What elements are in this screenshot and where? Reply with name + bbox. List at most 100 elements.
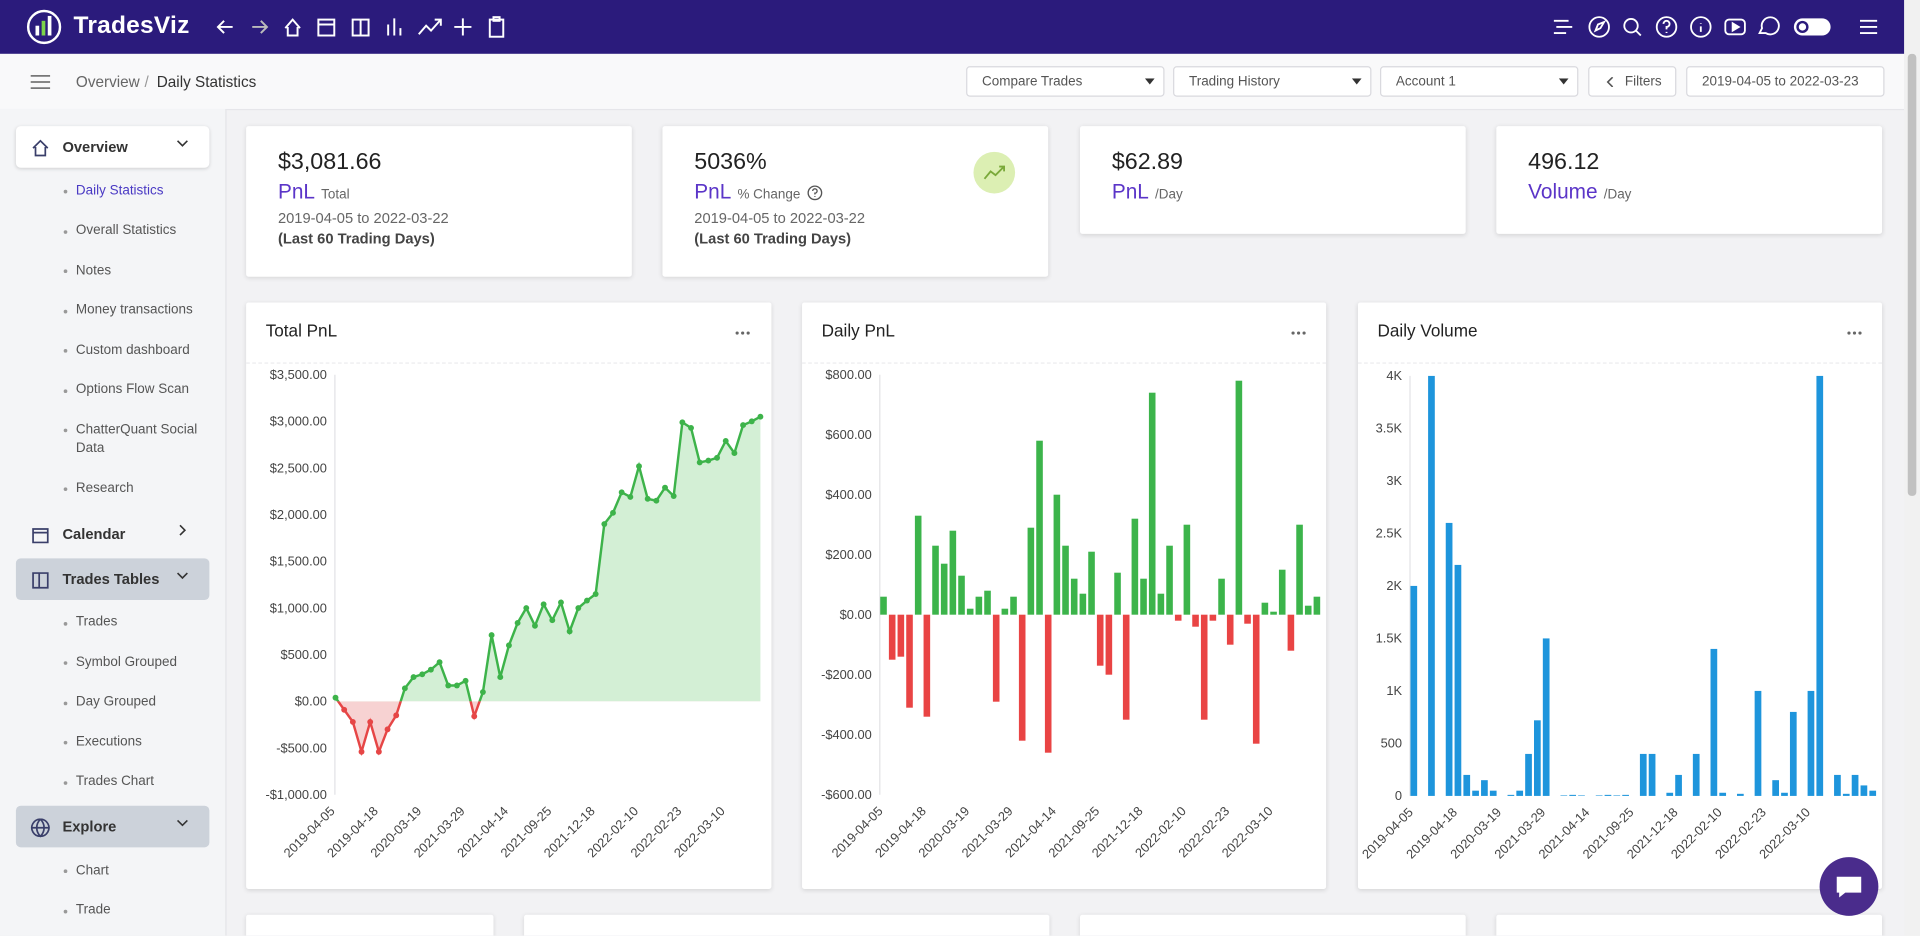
stat-label-row: PnL Total [278, 178, 600, 207]
chevron [176, 140, 188, 147]
menu-dot[interactable] [1852, 331, 1857, 335]
menu-toggle[interactable] [30, 75, 51, 90]
bar [1578, 795, 1585, 796]
bar [1648, 753, 1656, 796]
point [618, 489, 625, 496]
caret [1351, 78, 1362, 85]
bar [1218, 578, 1225, 615]
sidebar-item[interactable]: Custom dashboard [0, 331, 198, 371]
tool-icons[interactable] [1549, 0, 1886, 54]
menu-dot[interactable] [735, 331, 739, 335]
bar [1525, 753, 1532, 796]
sidebar-section[interactable]: Explore [15, 805, 210, 848]
bar [1244, 614, 1251, 624]
menu-dot[interactable] [746, 331, 750, 335]
bar [906, 614, 913, 708]
bar [1604, 794, 1612, 796]
scroll-thumb[interactable] [1907, 53, 1917, 496]
menu-dot[interactable] [1847, 331, 1851, 335]
bar [888, 614, 896, 660]
bar [1304, 605, 1312, 615]
point [679, 419, 686, 426]
menu-dot[interactable] [741, 331, 745, 335]
point [722, 438, 729, 444]
sidebar-item[interactable]: Trades [0, 603, 198, 643]
scrollbar[interactable] [1904, 0, 1920, 936]
sidebar-item[interactable]: Trade [0, 891, 198, 931]
section-icon [32, 139, 49, 157]
bar [1560, 795, 1568, 796]
filters-button[interactable]: Filters [1588, 66, 1677, 97]
menu-dot[interactable] [1296, 331, 1301, 335]
y-tick-label: $0.00 [840, 607, 872, 622]
sidebar-item[interactable]: Chart [0, 851, 198, 891]
sidebar-item[interactable]: Money transactions [0, 291, 198, 331]
chevron [176, 819, 188, 827]
y-tick-label: $500.00 [281, 647, 327, 662]
section-icon [32, 527, 49, 543]
y-tick-label: 3K [1386, 473, 1402, 488]
chart: Daily Volume4K3.5K3K2.5K2K1.5K1K50002019… [1357, 321, 1883, 862]
bar [1851, 774, 1859, 796]
menu-dot[interactable] [1302, 331, 1306, 335]
point [462, 677, 469, 684]
bar [1018, 614, 1026, 741]
point [393, 712, 400, 719]
bar [1166, 545, 1173, 615]
history-dropdown[interactable]: Trading History [1173, 66, 1372, 97]
sidebar-item[interactable]: Options Flow Scan [0, 370, 198, 410]
sidebar-item[interactable]: Overall Statistics [0, 211, 198, 251]
sidebar-item[interactable]: Research [0, 469, 198, 509]
y-tick-label: 2.5K [1376, 526, 1403, 541]
bar [1313, 596, 1321, 615]
date-range[interactable]: 2019-04-05 to 2022-03-23 [1686, 66, 1885, 97]
chat-button[interactable] [1818, 856, 1879, 917]
bar [1209, 614, 1217, 621]
bar [1157, 593, 1165, 615]
y-tick-label: 4K [1386, 368, 1402, 383]
bar [1860, 785, 1868, 796]
sidebar-section[interactable]: Calendar [16, 512, 209, 554]
stat-sub: Total [321, 187, 350, 203]
compare-dropdown[interactable]: Compare Trades [966, 66, 1165, 97]
point [332, 694, 339, 701]
point [341, 706, 348, 713]
bar [1772, 780, 1780, 796]
sidebar-item[interactable]: ChatterQuant Social Data [0, 410, 198, 469]
bar [1454, 564, 1462, 796]
sidebar-item[interactable]: Daily Statistics [0, 171, 198, 211]
help-circle [807, 185, 822, 201]
sidebar-section[interactable]: Overview [15, 126, 210, 168]
brand[interactable]: TradesViz [73, 12, 190, 40]
bar [1105, 614, 1113, 675]
nav-icons[interactable] [211, 0, 505, 54]
y-tick-label: $400.00 [825, 487, 871, 502]
y-tick-label: -$400.00 [821, 727, 872, 742]
y-tick-label: $3,000.00 [270, 414, 327, 429]
stat-card: 496.12 Volume/Day [1496, 126, 1883, 234]
help-icon[interactable] [806, 185, 822, 201]
chart-panel: Daily PnL $800.00 $600.00 $400.00 $200.00 $0.… [802, 302, 1327, 889]
bar [1710, 648, 1718, 796]
sidebar-item[interactable]: Trades Chart [0, 762, 198, 802]
panel-stub [1080, 914, 1466, 936]
sidebar-item[interactable]: Day Grouped [0, 683, 198, 723]
panel-stub [246, 914, 494, 936]
bar [1719, 792, 1727, 796]
menu-dot[interactable] [1858, 331, 1862, 335]
sidebar-item[interactable]: Symbol Grouped [0, 643, 198, 683]
account-dropdown[interactable]: Account 1 [1380, 66, 1579, 97]
sidebar-item[interactable]: Notes [0, 251, 198, 291]
menu-dot[interactable] [1291, 331, 1295, 335]
stat-sub: /Day [1155, 187, 1183, 203]
bar [1534, 720, 1541, 796]
sidebar-section[interactable]: Trades Tables [15, 557, 210, 600]
bar [1869, 790, 1877, 796]
dropdown-label: Trading History [1188, 74, 1280, 90]
point [566, 628, 573, 635]
dropdown-label: Compare Trades [982, 74, 1083, 90]
logo [26, 9, 62, 45]
bar [1428, 375, 1435, 796]
sidebar-item[interactable]: Executions [0, 722, 198, 762]
breadcrumb-link[interactable]: Overview [75, 73, 140, 91]
